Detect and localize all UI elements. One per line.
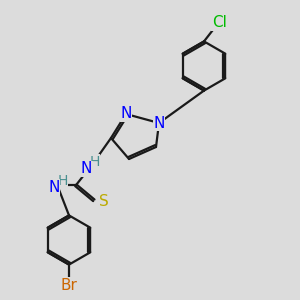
Text: H: H	[57, 174, 68, 188]
Text: N: N	[120, 106, 132, 122]
Text: N: N	[48, 180, 60, 195]
Text: S: S	[99, 194, 109, 208]
Text: Br: Br	[61, 278, 77, 292]
Text: N: N	[81, 161, 92, 176]
Text: H: H	[89, 155, 100, 169]
Text: N: N	[153, 116, 165, 130]
Text: Cl: Cl	[212, 15, 227, 30]
